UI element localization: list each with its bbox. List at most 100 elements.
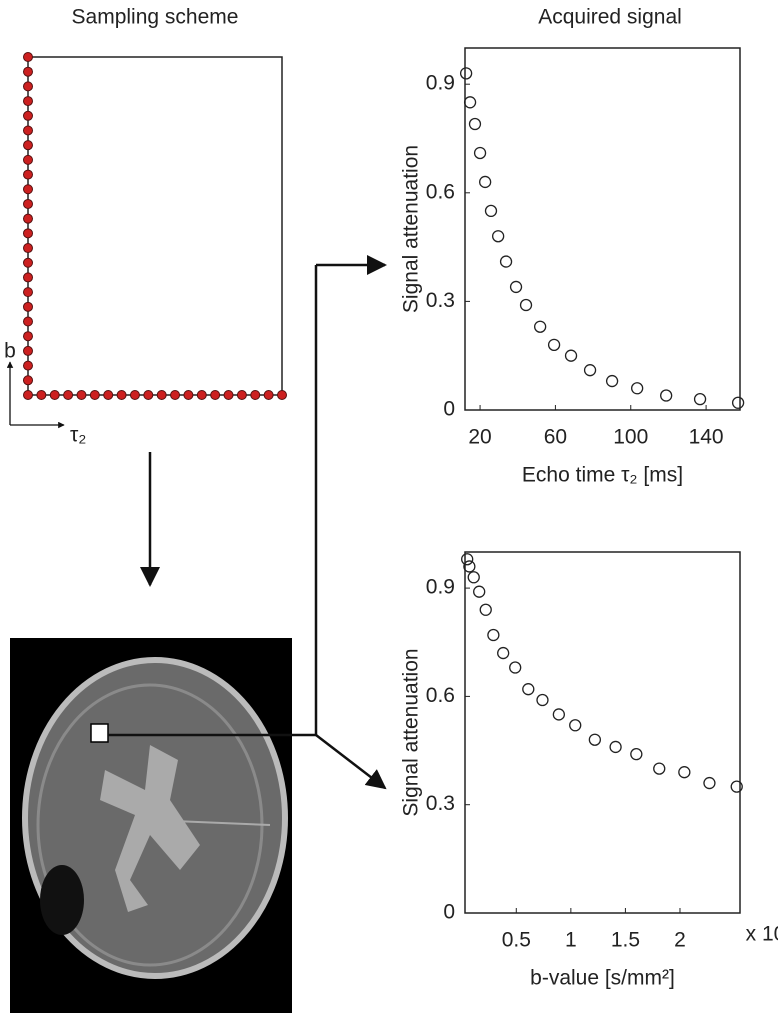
sample-dot bbox=[24, 229, 33, 238]
data-point bbox=[480, 176, 491, 187]
x-axis-label: b-value [s/mm²] bbox=[530, 967, 675, 990]
y-tick-label: 0.3 bbox=[426, 289, 455, 312]
sample-dot bbox=[90, 391, 99, 400]
data-point bbox=[704, 778, 715, 789]
data-point bbox=[480, 604, 491, 615]
data-point bbox=[607, 376, 618, 387]
sample-dot bbox=[24, 214, 33, 223]
data-point bbox=[631, 749, 642, 760]
y-axis-label: Signal attenuation bbox=[400, 145, 423, 313]
sample-dot bbox=[50, 391, 59, 400]
x-tick-label: 20 bbox=[468, 426, 491, 449]
sample-dot bbox=[224, 391, 233, 400]
x-axis-label: τ₂ bbox=[70, 424, 86, 447]
data-point bbox=[521, 300, 532, 311]
sample-dot bbox=[24, 391, 33, 400]
sample-dot bbox=[197, 391, 206, 400]
data-point bbox=[695, 394, 706, 405]
mri-image bbox=[10, 638, 292, 1013]
sample-dot bbox=[117, 391, 126, 400]
sample-dot bbox=[64, 391, 73, 400]
sample-dot bbox=[24, 141, 33, 150]
data-point bbox=[510, 662, 521, 673]
data-point bbox=[488, 630, 499, 641]
sample-dot bbox=[24, 346, 33, 355]
page: Sampling schemebτ₂Acquired signal00.30.6… bbox=[0, 0, 778, 1013]
y-tick-label: 0.6 bbox=[426, 180, 455, 203]
data-point bbox=[493, 231, 504, 242]
x-tick-label: 140 bbox=[689, 426, 724, 449]
sample-dot bbox=[24, 155, 33, 164]
data-point bbox=[535, 321, 546, 332]
data-point bbox=[654, 763, 665, 774]
sample-dot bbox=[24, 185, 33, 194]
chart-title: Acquired signal bbox=[538, 6, 682, 29]
data-point bbox=[537, 695, 548, 706]
sample-dot bbox=[77, 391, 86, 400]
plot-frame bbox=[28, 57, 282, 395]
x-tick-label: 2 bbox=[674, 929, 686, 952]
y-axis-label: Signal attenuation bbox=[400, 648, 423, 816]
x-axis-label: Echo time τ₂ [ms] bbox=[522, 464, 683, 487]
x-multiplier: x 10⁴ bbox=[746, 923, 778, 946]
y-tick-label: 0.3 bbox=[426, 792, 455, 815]
sample-dot bbox=[24, 288, 33, 297]
sample-dot bbox=[24, 332, 33, 341]
flow-arrow bbox=[316, 735, 385, 788]
sample-dot bbox=[24, 126, 33, 135]
sample-dot bbox=[24, 258, 33, 267]
data-point bbox=[661, 390, 672, 401]
sample-dot bbox=[24, 273, 33, 282]
sample-dot bbox=[24, 97, 33, 106]
y-tick-label: 0 bbox=[443, 398, 455, 421]
y-tick-label: 0.6 bbox=[426, 684, 455, 707]
sample-dot bbox=[104, 391, 113, 400]
data-point bbox=[610, 741, 621, 752]
data-point bbox=[585, 365, 596, 376]
sample-dot bbox=[24, 302, 33, 311]
sample-dot bbox=[157, 391, 166, 400]
figure: Sampling schemebτ₂Acquired signal00.30.6… bbox=[0, 0, 778, 1013]
sample-dot bbox=[24, 111, 33, 120]
sample-dot bbox=[171, 391, 180, 400]
data-point bbox=[474, 586, 485, 597]
data-point bbox=[632, 383, 643, 394]
x-tick-label: 1.5 bbox=[611, 929, 640, 952]
plot-frame bbox=[465, 552, 740, 913]
data-point bbox=[461, 68, 472, 79]
sample-dot bbox=[24, 199, 33, 208]
sample-dot bbox=[278, 391, 287, 400]
data-point bbox=[485, 205, 496, 216]
sample-dot bbox=[24, 82, 33, 91]
data-point bbox=[469, 119, 480, 130]
x-tick-label: 100 bbox=[613, 426, 648, 449]
data-point bbox=[553, 709, 564, 720]
data-point bbox=[465, 97, 476, 108]
y-tick-label: 0.9 bbox=[426, 576, 455, 599]
sample-dot bbox=[37, 391, 46, 400]
data-point bbox=[468, 572, 479, 583]
data-point bbox=[570, 720, 581, 731]
data-point bbox=[733, 397, 744, 408]
sample-dot bbox=[184, 391, 193, 400]
sample-dot bbox=[211, 391, 220, 400]
sample-dot bbox=[24, 376, 33, 385]
sample-dot bbox=[24, 67, 33, 76]
data-point bbox=[549, 339, 560, 350]
sample-dot bbox=[24, 170, 33, 179]
sample-dot bbox=[264, 391, 273, 400]
sample-dot bbox=[130, 391, 139, 400]
sample-dot bbox=[24, 361, 33, 370]
data-point bbox=[462, 554, 473, 565]
data-point bbox=[501, 256, 512, 267]
data-point bbox=[511, 281, 522, 292]
data-point bbox=[679, 767, 690, 778]
sample-dot bbox=[237, 391, 246, 400]
y-tick-label: 0.9 bbox=[426, 72, 455, 95]
x-tick-label: 0.5 bbox=[502, 929, 531, 952]
data-point bbox=[498, 648, 509, 659]
y-tick-label: 0 bbox=[443, 901, 455, 924]
data-point bbox=[475, 147, 486, 158]
y-axis-label: b bbox=[4, 340, 16, 363]
sample-dot bbox=[24, 317, 33, 326]
